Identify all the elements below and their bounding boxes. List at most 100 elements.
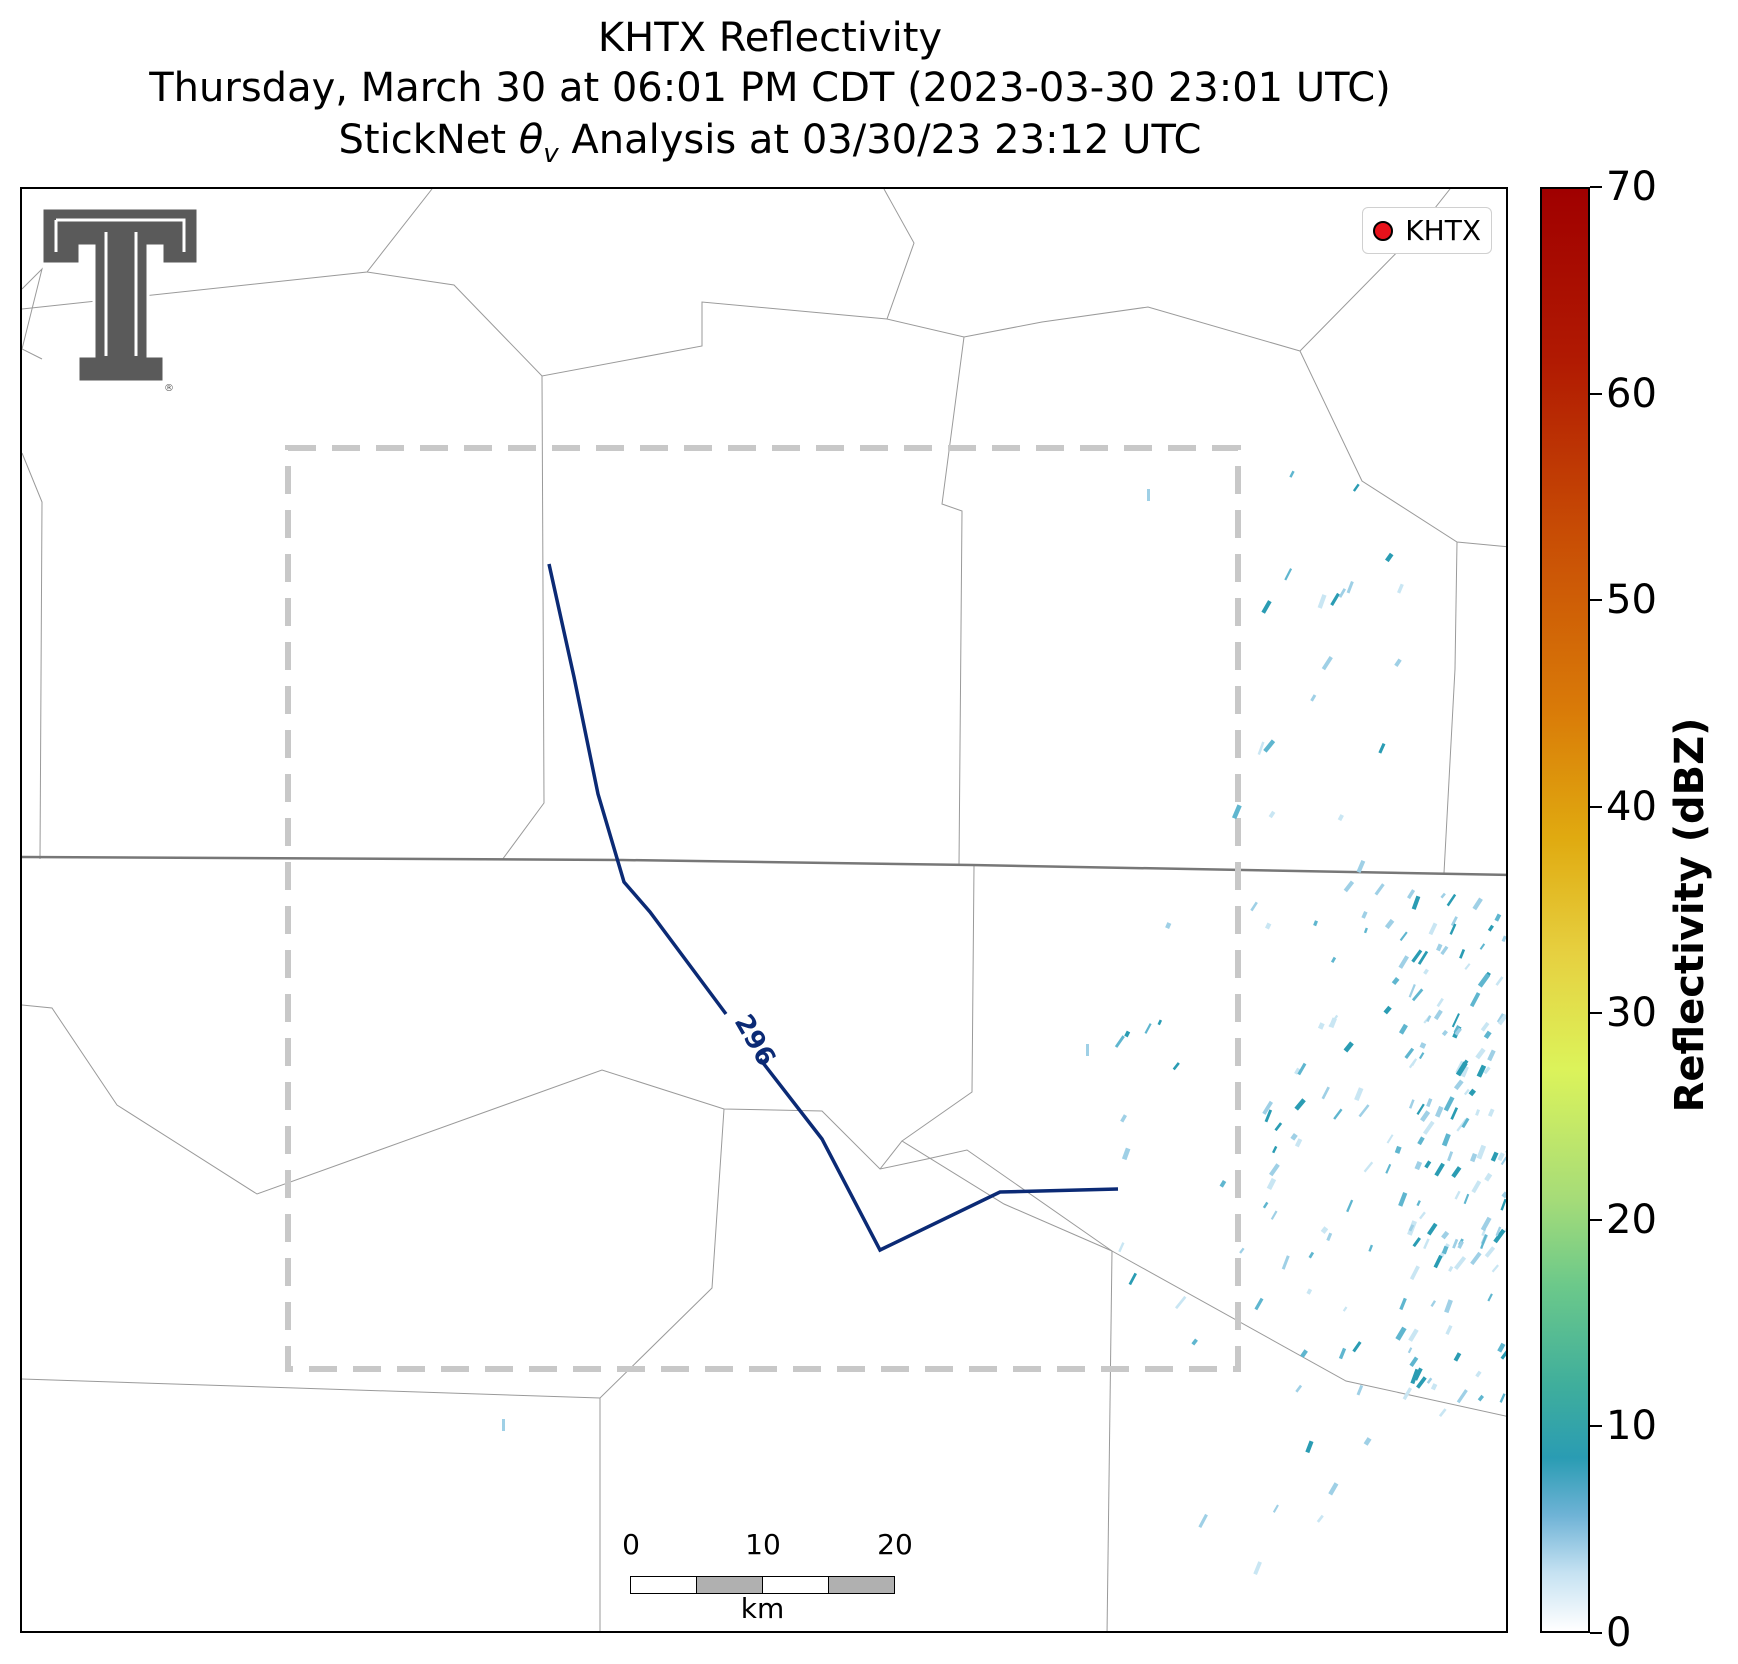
radar-echo-pixel bbox=[1118, 1242, 1125, 1253]
radar-echo-pixel bbox=[1420, 1110, 1431, 1123]
radar-echo-pixel bbox=[1493, 1228, 1506, 1244]
radar-echo-pixel bbox=[1346, 1199, 1354, 1213]
radar-echo-pixel bbox=[1394, 1145, 1402, 1154]
radar-echo-pixel bbox=[1264, 1109, 1273, 1123]
colorbar-tick-mark bbox=[1590, 1218, 1602, 1221]
radar-echo-pixel bbox=[1356, 860, 1366, 874]
county-line bbox=[22, 267, 43, 360]
radar-echo-pixel bbox=[1368, 1244, 1374, 1252]
radar-echo-pixel bbox=[1423, 1238, 1430, 1250]
radar-echo-pixel bbox=[1121, 1147, 1131, 1161]
radar-echo-pixel bbox=[1284, 568, 1293, 581]
radar-echo-pixel bbox=[1440, 892, 1446, 899]
radar-echo-pixel bbox=[1358, 1104, 1370, 1118]
radar-echo-pixel bbox=[1330, 956, 1337, 963]
radar-echo-pixel bbox=[1398, 1023, 1408, 1035]
title-radar: KHTX Reflectivity bbox=[597, 15, 943, 61]
scale-bar: 0 10 20 km bbox=[622, 1528, 913, 1624]
colorbar-tick-mark bbox=[1590, 392, 1602, 395]
radar-echo-pixel bbox=[1487, 1108, 1495, 1117]
radar-echo-pixel bbox=[1320, 1226, 1329, 1234]
radar-echo-pixel bbox=[1411, 949, 1423, 963]
logo-registered-mark: ® bbox=[164, 383, 174, 392]
colorbar-tick-label: 10 bbox=[1606, 1403, 1657, 1450]
radar-echo-pixel bbox=[1409, 1265, 1420, 1281]
radar-echo-pixel bbox=[1501, 935, 1506, 943]
radar-echo-pixel bbox=[1416, 1103, 1425, 1115]
title-analysis-prefix: StickNet bbox=[338, 117, 519, 163]
radar-echo-pixel bbox=[1308, 1251, 1315, 1259]
radar-echo-pixel bbox=[1321, 1086, 1330, 1100]
scale-bar-label-20: 20 bbox=[877, 1528, 913, 1561]
radar-echo-pixel bbox=[1495, 976, 1504, 986]
radar-echo-pixel bbox=[1430, 1383, 1438, 1391]
radar-echo-pixel bbox=[1219, 1180, 1227, 1188]
radar-echo-pixel bbox=[1500, 1349, 1506, 1360]
scale-bar-segment bbox=[630, 1576, 697, 1594]
radar-echo-pixel bbox=[1445, 1325, 1453, 1335]
radar-echo-pixel bbox=[1398, 955, 1410, 969]
radar-echo-pixel bbox=[1290, 1133, 1298, 1141]
radar-echo-pixel bbox=[1330, 592, 1340, 606]
radar-echo-pixel bbox=[1338, 588, 1347, 598]
radar-echo-pixel bbox=[1297, 1062, 1307, 1076]
county-line bbox=[1299, 350, 1506, 548]
radar-echo-pixel bbox=[1328, 1014, 1339, 1028]
radar-echo-pixel bbox=[1451, 1166, 1462, 1178]
theta-symbol: θ bbox=[518, 117, 544, 163]
county-line bbox=[22, 1108, 725, 1399]
radar-echo-pixel bbox=[1495, 1226, 1502, 1237]
colorbar-tick-mark bbox=[1590, 186, 1602, 188]
radar-echo-pixel bbox=[1436, 997, 1444, 1008]
radar-echo-pixel bbox=[1124, 1030, 1131, 1038]
radar-echo-pixel bbox=[1449, 923, 1457, 935]
radar-echo-pixel bbox=[1404, 1047, 1415, 1060]
radar-echo-pixel bbox=[1451, 1013, 1460, 1028]
radar-echo-pixel bbox=[1378, 743, 1386, 754]
reflectivity-colorbar bbox=[1540, 187, 1590, 1633]
radar-site-marker-icon bbox=[1373, 220, 1394, 241]
county-line bbox=[901, 865, 975, 1142]
radar-echo-pixel bbox=[1266, 1177, 1277, 1191]
radar-echo-pixel bbox=[1386, 1134, 1394, 1144]
county-line bbox=[883, 189, 915, 320]
radar-echo-pixel bbox=[1337, 814, 1344, 822]
radar-echo-pixel bbox=[1453, 1025, 1460, 1034]
radar-echoes bbox=[502, 470, 1506, 1575]
radar-echo-pixel bbox=[1487, 1293, 1493, 1302]
map-panel[interactable]: 296 KHTX bbox=[20, 187, 1508, 1633]
radar-echo-pixel bbox=[1422, 1120, 1435, 1135]
radar-echo-pixel bbox=[1436, 943, 1443, 952]
colorbar-tick-mark bbox=[1590, 1632, 1602, 1634]
radar-echo-pixel bbox=[1475, 1109, 1481, 1116]
radar-echo-pixel bbox=[1114, 1035, 1125, 1048]
radar-echo-pixel bbox=[1239, 1247, 1245, 1254]
radar-echo-pixel bbox=[1494, 913, 1502, 922]
radar-echo-pixel bbox=[1497, 1152, 1505, 1162]
radar-echo-pixel bbox=[1270, 1210, 1278, 1220]
radar-echo-pixel bbox=[1316, 1514, 1324, 1523]
radar-echo-pixel bbox=[1272, 1504, 1279, 1513]
radar-echo-pixel bbox=[1198, 1513, 1208, 1529]
radar-echo-pixel bbox=[1453, 1256, 1467, 1271]
colorbar-tick-mark bbox=[1590, 599, 1602, 602]
title-analysis-suffix: Analysis at 03/30/23 23:12 UTC bbox=[558, 117, 1202, 163]
colorbar-tick-label: 20 bbox=[1606, 1196, 1657, 1243]
radar-echo-pixel bbox=[1452, 1238, 1459, 1249]
state-boundary-line bbox=[22, 855, 1506, 877]
radar-echo-pixel bbox=[1487, 1049, 1496, 1062]
radar-echo-pixel bbox=[1448, 1265, 1454, 1272]
radar-echo-pixel bbox=[1469, 992, 1481, 1008]
radar-echo-pixel bbox=[1363, 927, 1368, 934]
radar-echo-pixel bbox=[1490, 1151, 1499, 1162]
theta-subscript: v bbox=[543, 139, 559, 169]
radar-echo-pixel bbox=[1476, 1144, 1487, 1160]
radar-echo-pixel bbox=[1383, 1005, 1392, 1015]
radar-echo-pixel bbox=[1461, 1117, 1470, 1129]
colorbar-tick-label: 60 bbox=[1606, 370, 1657, 417]
radar-echo-pixel bbox=[1352, 483, 1360, 492]
radar-echo-pixel bbox=[1374, 883, 1385, 896]
radar-echo-pixel bbox=[1414, 1160, 1423, 1171]
radar-echo-pixel bbox=[1417, 1136, 1425, 1146]
radar-echo-pixel bbox=[1326, 1232, 1333, 1242]
